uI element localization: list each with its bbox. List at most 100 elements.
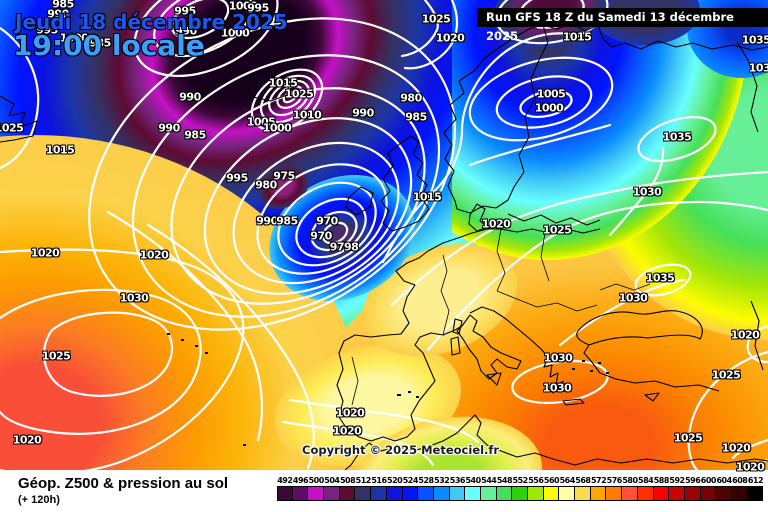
legend-value: 500 — [308, 476, 325, 485]
pressure-label: 990 — [47, 7, 69, 21]
legend-value: 612 — [747, 476, 764, 485]
legend-value: 532 — [434, 476, 450, 485]
legend-value: 560 — [543, 476, 560, 485]
legend-cell: 544 — [480, 476, 497, 501]
legend-color-box — [684, 486, 701, 501]
legend-color-box — [575, 486, 591, 501]
legend-color-box — [606, 486, 623, 501]
legend-color-box — [324, 486, 340, 501]
pressure-label: 1030 — [119, 291, 149, 305]
pressure-label: 985 — [276, 214, 298, 228]
legend-cell: 540 — [465, 476, 481, 501]
pressure-label: 1035 — [645, 271, 675, 285]
pressure-label: 1020 — [332, 424, 362, 438]
legend-cell: 584 — [637, 476, 654, 501]
pressure-label: 1025 — [421, 12, 451, 26]
legend-value: 576 — [606, 476, 623, 485]
weather-map: 985 990 995 1000 985 995 990 1000 995 1000 990 1015… — [0, 0, 768, 474]
legend-cell: 580 — [622, 476, 638, 501]
legend-color-box — [669, 486, 685, 501]
legend-color-box — [449, 486, 466, 501]
legend-color-box — [653, 486, 670, 501]
legend-color-box — [747, 486, 764, 501]
legend-value: 592 — [669, 476, 685, 485]
pressure-label: 9798 — [329, 240, 359, 254]
pressure-label: 970 — [310, 229, 332, 243]
pressure-label: 1015 — [412, 190, 442, 204]
legend-value: 516 — [371, 476, 387, 485]
legend-color-box — [528, 486, 544, 501]
legend-color-box — [700, 486, 717, 501]
forecast-local-time: 19:00 locale — [13, 29, 205, 62]
legend-cell: 604 — [716, 476, 732, 501]
pressure-label: 995 — [247, 1, 269, 15]
legend-cell: 572 — [590, 476, 607, 501]
pressure-label: 975 — [273, 169, 295, 183]
legend-cell: 512 — [355, 476, 371, 501]
legend-cell: 568 — [575, 476, 591, 501]
pressure-label: 1025 — [711, 368, 741, 382]
pressure-label: 1000 — [220, 26, 250, 40]
legend-color-box — [731, 486, 748, 501]
small-islands — [167, 333, 609, 446]
pressure-label: 1025 — [41, 349, 71, 363]
pressure-label: 1020 — [435, 31, 465, 45]
pressure-label: 1005 — [246, 115, 276, 129]
pressure-label: 985 — [405, 110, 427, 124]
legend-color-box — [386, 486, 403, 501]
pressure-label: 1020 — [335, 406, 365, 420]
legend-color-box — [402, 486, 419, 501]
legend-value: 568 — [575, 476, 591, 485]
legend-cell: 520 — [386, 476, 403, 501]
pressure-label: 995 — [174, 4, 196, 18]
pressure-label: 1035 — [741, 33, 768, 47]
z500-color-scale: 492 496 500 504 508 512 516 520 524 528 532 536 540 5… — [277, 476, 764, 501]
legend-color-box — [512, 486, 528, 501]
legend-value: 540 — [465, 476, 481, 485]
legend-cell: 556 — [528, 476, 544, 501]
legend-value: 580 — [622, 476, 638, 485]
pressure-label: 1020 — [721, 441, 751, 455]
legend-color-box — [418, 486, 434, 501]
pressure-label: 1010 — [292, 108, 322, 122]
legend-color-box — [433, 486, 450, 501]
pressure-label: 1035 — [662, 130, 692, 144]
legend-cell: 504 — [324, 476, 340, 501]
legend-value: 492 — [277, 476, 293, 485]
legend-color-box — [465, 486, 481, 501]
legend-cell: 612 — [747, 476, 764, 501]
pressure-label: 1020 — [735, 460, 765, 474]
pressure-label: 1015 — [45, 143, 75, 157]
pressure-label: 990 — [256, 214, 278, 228]
legend-value: 552 — [512, 476, 529, 485]
forecast-date: Jeudi 18 décembre 2025 — [15, 10, 288, 34]
pressure-label: 980 — [255, 178, 277, 192]
legend-cell: 524 — [402, 476, 419, 501]
legend-cell: 516 — [371, 476, 387, 501]
pressure-label: 1020 — [30, 246, 60, 260]
legend-cell: 552 — [512, 476, 528, 501]
legend-color-box — [480, 486, 497, 501]
legend-cell: 600 — [700, 476, 717, 501]
pressure-label: 1015 — [562, 30, 592, 44]
legend-cell: 560 — [543, 476, 560, 501]
pressure-label: 1000 — [59, 31, 89, 45]
legend-cell: 496 — [292, 476, 309, 501]
legend-value: 504 — [324, 476, 340, 485]
legend-cell: 532 — [433, 476, 450, 501]
legend-cell: 536 — [449, 476, 466, 501]
legend-color-box — [371, 486, 387, 501]
legend-cell: 528 — [418, 476, 434, 501]
legend-color-box — [559, 486, 576, 501]
pressure-label: 990 — [179, 90, 201, 104]
pressure-label: 1000 — [228, 0, 258, 13]
legend-cell: 508 — [339, 476, 356, 501]
pressure-label: 1015 — [268, 76, 298, 90]
pressure-label: 1025 — [0, 121, 24, 135]
pressure-label: 980 — [400, 91, 422, 105]
legend-value: 604 — [716, 476, 732, 485]
pressure-label: 1030 — [748, 61, 768, 75]
legend-value: 536 — [449, 476, 466, 485]
pressure-label: 995 — [36, 23, 58, 37]
